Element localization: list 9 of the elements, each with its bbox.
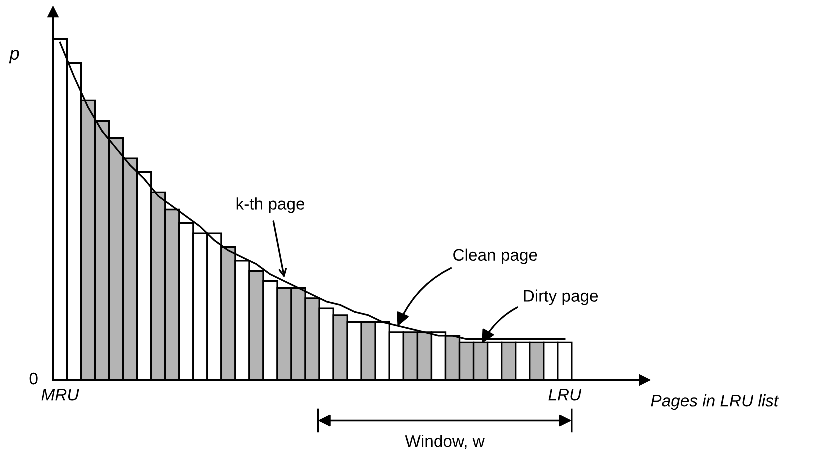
x-axis-title: Pages in LRU list: [651, 394, 780, 410]
annotation: k-th page: [236, 198, 305, 214]
text: Window, w: [405, 435, 485, 450]
annotation: Dirty page: [524, 290, 598, 306]
annotation: Clean page: [454, 248, 538, 264]
y-axis-title: p: [9, 50, 20, 64]
x-tick-label: MRU: [42, 389, 80, 401]
x-tick-label: LRU: [548, 389, 582, 401]
text: 0: [30, 372, 38, 385]
